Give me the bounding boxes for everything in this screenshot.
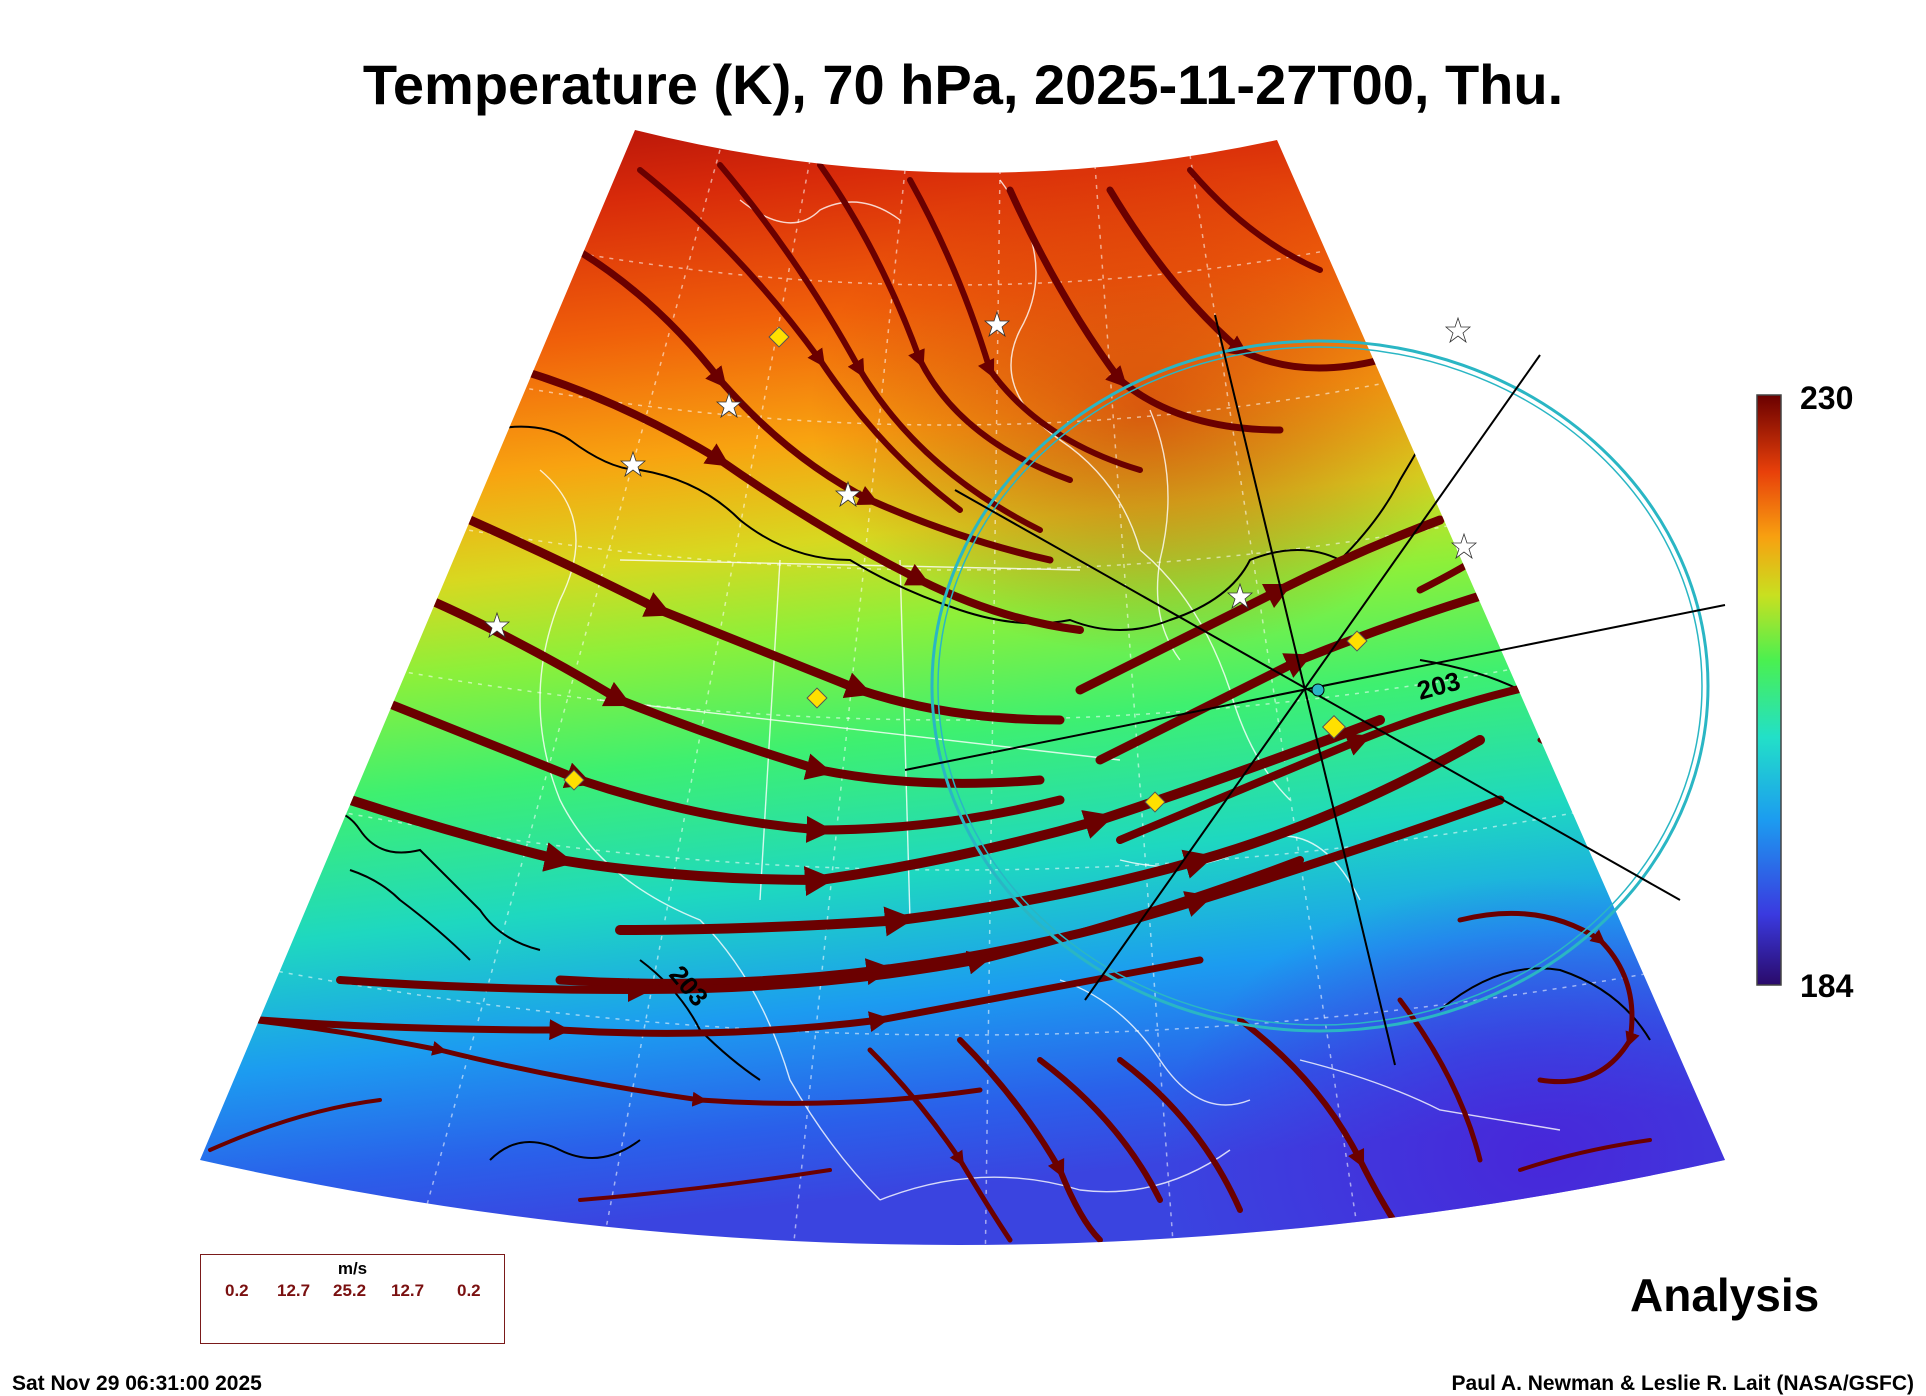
- focus-circle: [930, 339, 1710, 1033]
- station-markers: [563, 326, 1368, 813]
- star-markers: [483, 310, 1478, 639]
- analysis-label: Analysis: [1630, 1269, 1820, 1321]
- legend-unit: m/s: [337, 1259, 368, 1278]
- colorbar: [1756, 394, 1782, 986]
- colorbar-min-label: 184: [1800, 968, 1854, 1004]
- page-title: Temperature (K), 70 hPa, 2025-11-27T00, …: [362, 53, 1564, 116]
- colorbar-max-label: 230: [1800, 380, 1854, 416]
- legend-value: 25.2: [333, 1281, 367, 1300]
- legend-value: 0.2: [225, 1281, 249, 1300]
- map-area: [200, 130, 1725, 1245]
- footer-timestamp: Sat Nov 29 06:31:00 2025: [12, 1372, 262, 1395]
- wind-speed-legend: m/s 0.2 12.7 25.2 12.7 0.2: [200, 1254, 505, 1344]
- legend-value: 12.7: [277, 1281, 311, 1300]
- legend-value: 0.2: [457, 1281, 481, 1300]
- legend-value: 12.7: [391, 1281, 425, 1300]
- footer-credit: Paul A. Newman & Leslie R. Lait (NASA/GS…: [1451, 1372, 1914, 1395]
- streamlines: [208, 162, 1652, 1243]
- center-marker: [1311, 683, 1325, 697]
- graticule: [219, 149, 1721, 1245]
